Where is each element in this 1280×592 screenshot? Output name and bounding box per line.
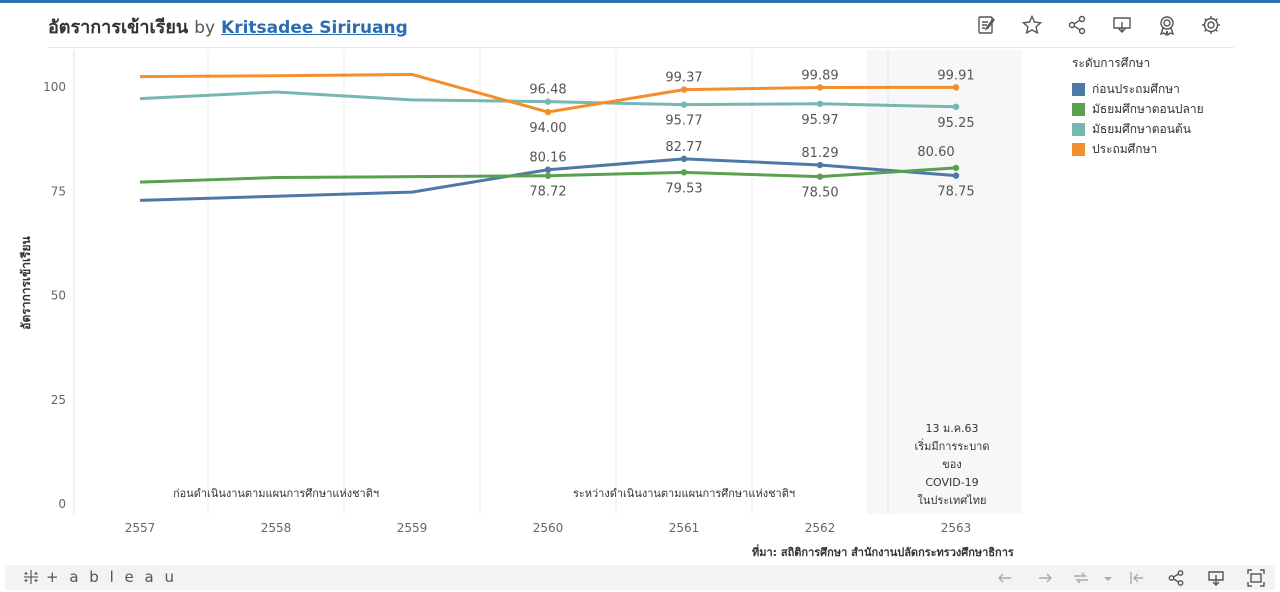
- period-label: ก่อนดำเนินงานตามแผนการศึกษาแห่งชาติฯ: [173, 487, 379, 500]
- legend-item-upper-secondary[interactable]: มัธยมศึกษาตอนปลาย: [1072, 99, 1204, 119]
- data-point: [680, 86, 688, 93]
- data-label: 95.97: [801, 113, 838, 128]
- author-link[interactable]: Kritsadee Siriruang: [221, 18, 408, 38]
- line-chart: 0 25 50 75 100 อัตราการเข้าเรียน 2557 2558 2559 2…: [19, 50, 1022, 535]
- data-point: [952, 84, 960, 91]
- annotation-line: ของ: [942, 458, 962, 471]
- data-label: 95.25: [937, 116, 974, 131]
- data-label: 94.00: [529, 121, 566, 136]
- x-tick-label: 2559: [397, 521, 428, 535]
- legend: ระดับการศึกษา ก่อนประถมศึกษา มัธยมศึกษาต…: [1072, 54, 1204, 159]
- y-tick-label: 0: [58, 497, 66, 511]
- x-tick-label: 2561: [669, 521, 700, 535]
- legend-swatch: [1072, 142, 1085, 156]
- download-footer-icon[interactable]: [1206, 568, 1226, 588]
- edit-icon[interactable]: [976, 14, 998, 36]
- redo-icon[interactable]: [1035, 568, 1055, 588]
- viz-title: อัตราการเข้าเรียน: [48, 17, 189, 38]
- source-note: ที่มา: สถิติการศึกษา สำนักงานปลัดกระทรวง…: [752, 546, 1014, 559]
- data-point: [680, 101, 688, 108]
- top-accent-bar: [0, 0, 1280, 3]
- data-point: [816, 161, 824, 169]
- legend-swatch: [1072, 82, 1085, 96]
- data-point: [544, 172, 552, 179]
- covid-annotation: 13 ม.ค.63 เริ่มมีการระบาดของ COVID-19 ในประ…: [914, 422, 989, 507]
- tableau-logo-text: + a b l e a u: [46, 568, 177, 586]
- reset-icon[interactable]: [1127, 568, 1147, 588]
- legend-title: ระดับการศึกษา: [1072, 56, 1151, 70]
- tableau-toolbar: + a b l e a u: [5, 565, 1275, 590]
- legend-label: มัธยมศึกษาตอนปลาย: [1092, 101, 1204, 116]
- annotation-line: ในประเทศไทย: [918, 494, 987, 507]
- header-divider: [48, 47, 1234, 48]
- x-tick-label: 2558: [261, 521, 292, 535]
- data-label: 99.89: [801, 68, 838, 83]
- gear-icon[interactable]: [1200, 14, 1222, 36]
- y-axis-title: อัตราการเข้าเรียน: [19, 235, 33, 329]
- legend-item-preprimary[interactable]: ก่อนประถมศึกษา: [1072, 79, 1204, 99]
- legend-label: มัธยมศึกษาตอนต้น: [1092, 121, 1191, 136]
- data-label: 78.75: [937, 185, 974, 200]
- data-point: [816, 173, 824, 180]
- data-label: 99.91: [937, 68, 974, 83]
- y-tick-label: 75: [51, 184, 66, 198]
- legend-item-lower-secondary[interactable]: มัธยมศึกษาตอนต้น: [1072, 119, 1204, 139]
- tableau-mark-icon: [24, 570, 38, 584]
- y-tick-label: 25: [51, 393, 66, 407]
- x-tick-label: 2560: [533, 521, 564, 535]
- share-icon[interactable]: [1066, 14, 1088, 36]
- data-label: 81.29: [801, 146, 838, 161]
- legend-label: ก่อนประถมศึกษา: [1092, 81, 1180, 96]
- data-point: [680, 155, 688, 163]
- fullscreen-icon[interactable]: [1246, 568, 1266, 588]
- data-label: 80.60: [917, 145, 954, 160]
- data-point: [680, 169, 688, 176]
- revert-icon[interactable]: [1071, 568, 1091, 588]
- award-icon[interactable]: [1156, 14, 1178, 37]
- annotation-line: COVID-19: [925, 476, 978, 489]
- share-footer-icon[interactable]: [1166, 568, 1186, 588]
- data-point: [816, 84, 824, 91]
- legend-item-primary[interactable]: ประถมศึกษา: [1072, 139, 1204, 159]
- legend-swatch: [1072, 122, 1085, 136]
- chevron-down-icon[interactable]: [1098, 568, 1112, 588]
- data-label: 78.72: [529, 185, 566, 200]
- data-point: [952, 164, 960, 172]
- data-point: [816, 100, 824, 108]
- y-tick-label: 100: [43, 80, 66, 94]
- data-point: [952, 103, 960, 111]
- data-label: 95.77: [665, 114, 702, 129]
- annotation-line: เริ่มมีการระบาด: [914, 438, 989, 453]
- viz-header: อัตราการเข้าเรียน by Kritsadee Siriruang: [48, 12, 408, 38]
- data-label: 96.48: [529, 83, 566, 98]
- x-tick-label: 2563: [941, 521, 972, 535]
- data-label: 99.37: [665, 71, 702, 86]
- data-point: [544, 98, 552, 105]
- x-tick-label: 2562: [805, 521, 836, 535]
- data-point: [952, 172, 960, 179]
- tableau-logo[interactable]: + a b l e a u: [22, 568, 177, 586]
- undo-icon[interactable]: [995, 568, 1015, 588]
- covid-period-band: [867, 50, 1022, 514]
- legend-label: ประถมศึกษา: [1092, 141, 1158, 156]
- star-icon[interactable]: [1021, 14, 1043, 36]
- data-label: 82.77: [665, 140, 702, 155]
- download-icon[interactable]: [1111, 14, 1133, 36]
- data-label: 79.53: [665, 181, 702, 196]
- y-tick-label: 50: [51, 289, 66, 303]
- x-tick-label: 2557: [125, 521, 156, 535]
- legend-swatch: [1072, 102, 1085, 116]
- annotation-line: 13 ม.ค.63: [925, 422, 978, 435]
- data-label: 80.16: [529, 151, 566, 166]
- period-label: ระหว่างดำเนินงานตามแผนการศึกษาแห่งชาติฯ: [573, 487, 795, 500]
- data-point: [544, 108, 552, 116]
- data-point: [544, 166, 552, 173]
- by-label: by: [194, 18, 216, 38]
- data-label: 78.50: [801, 186, 838, 201]
